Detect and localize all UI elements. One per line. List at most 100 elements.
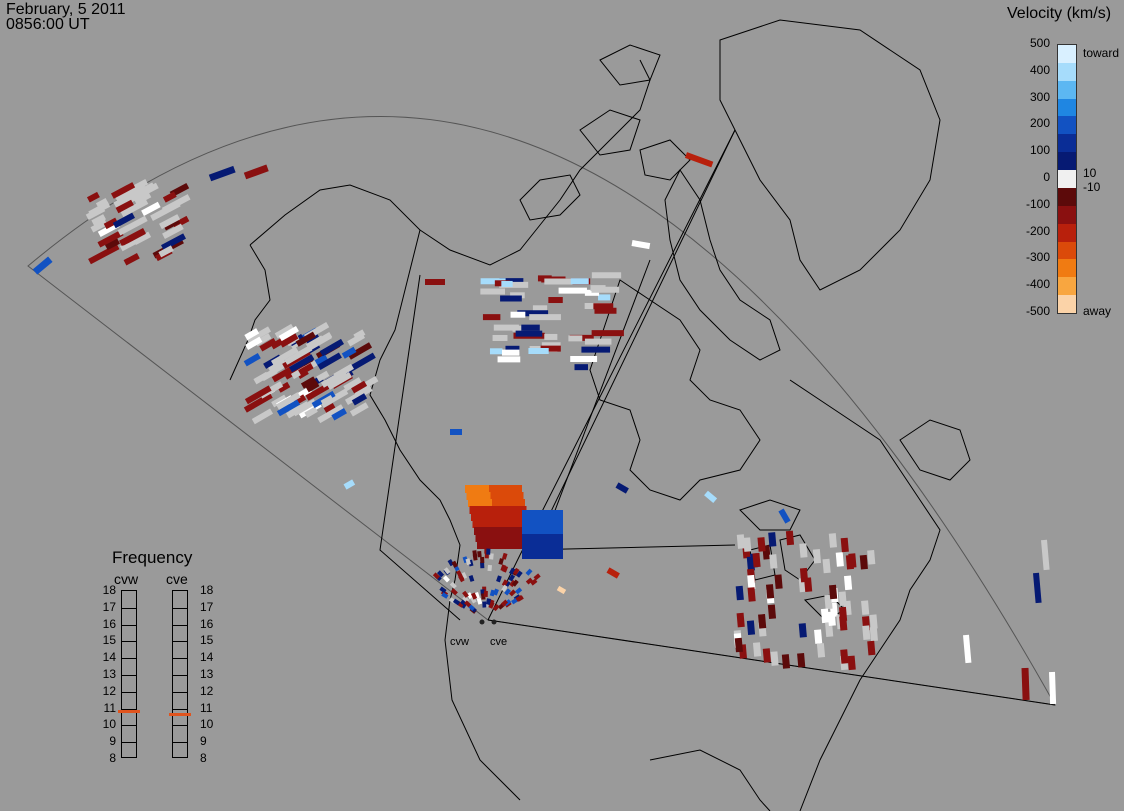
velocity-cell xyxy=(493,541,502,549)
velocity-cell xyxy=(517,541,526,549)
velocity-cell xyxy=(522,542,531,551)
velocity-cell xyxy=(279,333,299,348)
velocity-cell xyxy=(120,198,149,218)
velocity-cell xyxy=(840,649,849,664)
velocity-cell xyxy=(747,574,756,590)
colorbar-segment xyxy=(1058,134,1076,154)
velocity-cell xyxy=(480,520,490,528)
velocity-cell xyxy=(752,642,762,657)
velocity-cell xyxy=(141,201,161,216)
frequency-level-right: 13 xyxy=(200,667,214,681)
velocity-cell xyxy=(848,553,857,568)
velocity-cell xyxy=(477,551,482,558)
colorbar-tick-label: 500 xyxy=(1029,36,1050,50)
frequency-level-left: 16 xyxy=(102,616,116,631)
velocity-cell xyxy=(501,552,508,560)
frequency-cell-divider xyxy=(122,725,136,727)
colorbar-segment xyxy=(1058,277,1076,297)
velocity-cell xyxy=(507,534,517,542)
velocity-cell xyxy=(452,598,461,606)
velocity-cell xyxy=(522,510,531,519)
velocity-cell xyxy=(90,219,108,233)
velocity-cell xyxy=(814,629,823,644)
velocity-cell xyxy=(522,526,531,535)
frequency-level-right: 16 xyxy=(200,616,214,631)
frequency-cell-divider xyxy=(122,708,136,710)
velocity-cell xyxy=(508,567,516,575)
velocity-cell xyxy=(511,579,519,587)
velocity-cell xyxy=(812,548,822,564)
velocity-cell xyxy=(208,165,236,182)
colorbar-segment xyxy=(1058,295,1076,313)
velocity-cell xyxy=(767,604,777,620)
time-label: 0856:00 UT xyxy=(6,16,90,33)
velocity-cell xyxy=(500,564,507,572)
velocity-cells xyxy=(32,152,1057,705)
site-label-cvw: cvw xyxy=(450,636,469,648)
velocity-cell xyxy=(442,575,450,583)
velocity-cell xyxy=(963,634,972,664)
velocity-cell xyxy=(490,492,500,500)
velocity-cell xyxy=(347,352,376,373)
velocity-cell xyxy=(488,520,498,528)
colorbar-tick-label: 200 xyxy=(1029,116,1050,131)
velocity-cell xyxy=(104,238,120,251)
velocity-cell xyxy=(331,408,347,421)
velocity-cell xyxy=(530,526,539,535)
velocity-cell xyxy=(479,513,488,521)
velocity-cell xyxy=(839,616,848,631)
colorbar-tick-minus10: -10 xyxy=(1083,180,1101,194)
velocity-cell xyxy=(492,604,500,612)
frequency-level-right: 17 xyxy=(200,599,214,614)
velocity-cell xyxy=(300,376,317,389)
velocity-cell xyxy=(501,579,509,587)
velocity-cell xyxy=(798,623,807,638)
velocity-cell xyxy=(289,354,315,373)
velocity-cell xyxy=(320,394,334,406)
velocity-cell xyxy=(489,553,494,560)
frequency-cell-divider xyxy=(173,641,187,643)
colorbar-tick-label: -100 xyxy=(1025,196,1050,211)
velocity-cell xyxy=(159,214,181,230)
velocity-cell xyxy=(506,492,516,500)
velocity-cell xyxy=(768,532,777,547)
velocity-cell xyxy=(484,499,493,507)
velocity-cell xyxy=(491,534,501,542)
velocity-cell xyxy=(351,380,368,394)
velocity-cell xyxy=(472,550,478,557)
frequency-scale-cvw xyxy=(121,590,137,758)
colorbar-segment xyxy=(1058,241,1076,261)
colorbar-segment xyxy=(1058,259,1076,279)
colorbar-tick-10: 10 xyxy=(1083,166,1097,180)
colorbar-segment xyxy=(1058,152,1076,172)
colorbar-segment xyxy=(1058,223,1076,243)
velocity-cell xyxy=(344,385,373,405)
velocity-cell xyxy=(312,331,333,347)
velocity-cell xyxy=(474,492,484,500)
velocity-cell xyxy=(450,588,458,596)
velocity-cell xyxy=(489,589,496,597)
velocity-cell xyxy=(704,490,718,504)
velocity-cell xyxy=(469,506,479,514)
velocity-cell xyxy=(762,545,771,560)
frequency-level-right: 10 xyxy=(200,717,214,732)
velocity-cell xyxy=(243,164,269,180)
velocity-cell xyxy=(736,534,745,549)
velocity-cell xyxy=(468,574,475,582)
velocity-cell xyxy=(554,534,563,543)
velocity-cell xyxy=(495,513,504,521)
velocity-cell xyxy=(513,485,522,493)
velocity-cell xyxy=(341,346,357,359)
velocity-cell xyxy=(615,482,629,494)
velocity-cell xyxy=(439,586,447,594)
velocity-cell xyxy=(304,406,318,418)
frequency-level-left: 18 xyxy=(102,583,116,597)
velocity-cell xyxy=(762,648,771,663)
velocity-cell xyxy=(482,527,491,535)
frequency-level-right: 9 xyxy=(200,734,207,749)
velocity-cell xyxy=(505,485,514,493)
velocity-cell xyxy=(530,578,538,586)
velocity-cell xyxy=(554,542,563,551)
velocity-cell xyxy=(120,178,149,198)
